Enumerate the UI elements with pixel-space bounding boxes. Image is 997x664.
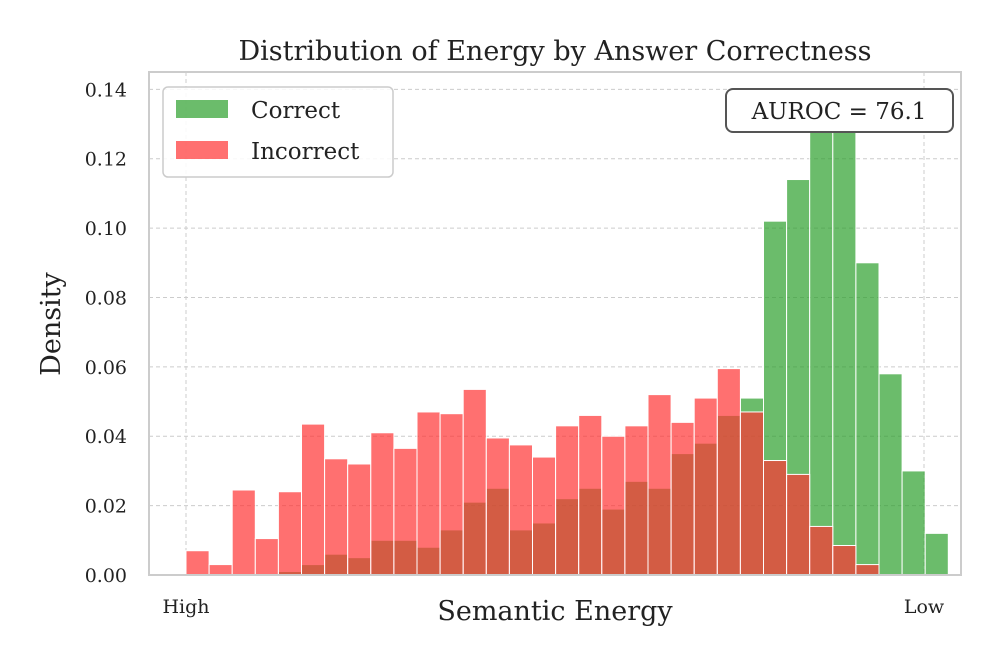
- bar-correct: [878, 373, 903, 576]
- legend-label-incorrect: Incorrect: [251, 139, 360, 165]
- x-axis-label: Semantic Energy: [437, 596, 673, 627]
- legend-label-correct: Correct: [251, 98, 341, 124]
- y-tick-label: 0.06: [85, 357, 127, 379]
- auroc-text: AUROC = 76.1: [751, 99, 927, 125]
- bar-incorrect: [693, 397, 718, 576]
- bar-incorrect: [532, 456, 557, 576]
- bar-incorrect: [347, 463, 372, 576]
- y-tick-label: 0.10: [85, 218, 127, 240]
- bar-incorrect: [508, 444, 533, 576]
- bar-incorrect: [416, 411, 441, 576]
- y-tick-label: 0.08: [85, 287, 127, 309]
- auroc-annotation: AUROC = 76.1: [725, 88, 954, 133]
- bar-incorrect: [231, 489, 256, 576]
- bar-incorrect: [393, 447, 418, 576]
- bar-incorrect: [601, 435, 626, 576]
- bar-incorrect: [462, 388, 487, 576]
- y-tick-label: 0.02: [85, 496, 127, 518]
- bar-incorrect: [485, 437, 510, 576]
- series-incorrect-bars: [185, 368, 880, 576]
- auroc-box: [725, 88, 954, 133]
- x-endpoint-label-high: High: [162, 596, 209, 618]
- bar-incorrect: [786, 473, 811, 576]
- bar-incorrect: [185, 550, 210, 576]
- bar-incorrect: [832, 545, 857, 576]
- bar-correct: [855, 262, 880, 576]
- bar-incorrect: [763, 460, 788, 576]
- bar-incorrect: [739, 411, 765, 576]
- bar-incorrect: [716, 368, 741, 576]
- plot-frame: [148, 71, 962, 576]
- bar-incorrect: [439, 413, 464, 576]
- bar-incorrect: [208, 564, 233, 576]
- bar-incorrect: [370, 432, 395, 576]
- y-tick-label: 0.04: [85, 426, 127, 448]
- x-endpoint-label-low: Low: [904, 596, 945, 618]
- chart-title: Distribution of Energy by Answer Correct…: [238, 36, 871, 67]
- bar-incorrect: [624, 425, 649, 576]
- y-tick-label: 0.14: [85, 79, 127, 101]
- bar-incorrect: [647, 394, 672, 576]
- bar-incorrect: [254, 538, 279, 576]
- bar-incorrect: [277, 491, 302, 576]
- bar-correct: [924, 532, 949, 576]
- bar-incorrect: [855, 564, 880, 576]
- y-axis-label: Density: [36, 271, 67, 375]
- y-tick-label: 0.00: [85, 565, 127, 587]
- bar-incorrect: [578, 414, 603, 576]
- bar-correct: [832, 95, 857, 576]
- legend-swatch-incorrect: [176, 141, 228, 159]
- y-tick-label: 0.12: [85, 149, 127, 171]
- legend-swatch-correct: [176, 100, 228, 118]
- y-axis-ticks: 0.00 0.02 0.04 0.06 0.08 0.10 0.12 0.14: [85, 79, 127, 587]
- bar-incorrect: [301, 423, 326, 576]
- bar-correct: [809, 130, 834, 576]
- bar-incorrect: [324, 458, 349, 576]
- legend: Correct Incorrect: [162, 86, 394, 178]
- bar-correct: [901, 470, 926, 576]
- bar-incorrect: [555, 425, 580, 576]
- bar-incorrect: [670, 421, 695, 576]
- bar-incorrect: [809, 525, 834, 576]
